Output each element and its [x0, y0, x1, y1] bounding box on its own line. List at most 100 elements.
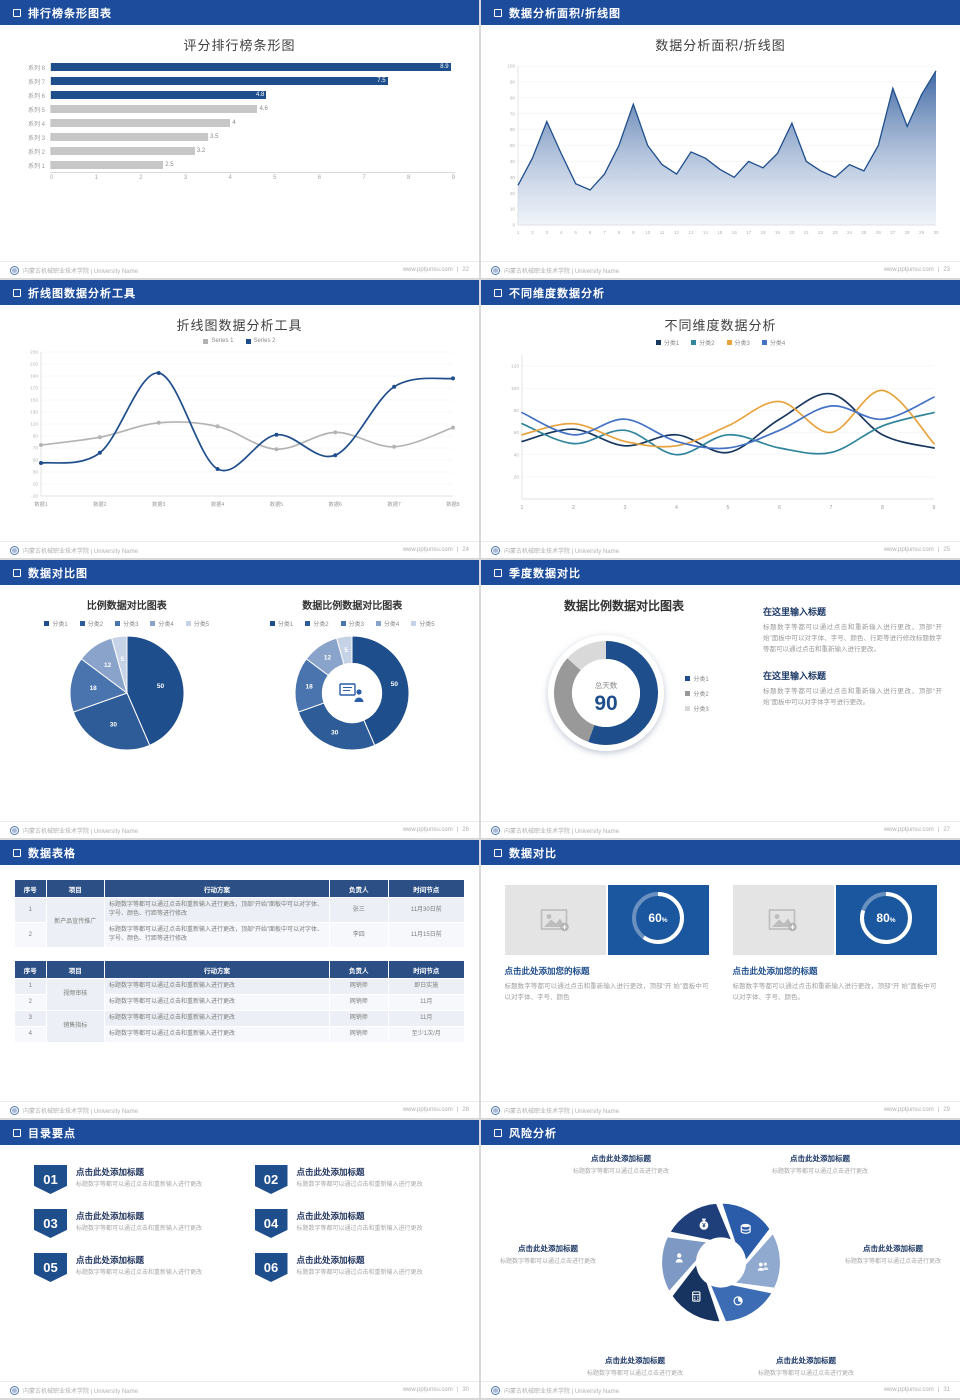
table-header-cell: 时间节点: [387, 960, 465, 979]
moneybag-icon: ¥: [699, 1218, 708, 1230]
slide-header-title: 数据对比: [509, 847, 557, 860]
comparison-card: 60% 点击此处添加您的标题 标题数字等都可以通过点击和重新输入进行更改，顶部“…: [504, 885, 709, 1003]
svg-text:7: 7: [829, 505, 832, 511]
square-bullet-icon: [494, 1128, 502, 1137]
legend-item: 分类4: [375, 619, 399, 628]
slide-31[interactable]: 风险分析 ¥ 点击此处添加标题 标题数字等都可以通过点击进行更改 点击此处添加标…: [481, 1120, 960, 1398]
svg-text:21: 21: [803, 230, 809, 235]
risk-body: 标题数字等都可以通过点击进行更改: [771, 1169, 868, 1175]
svg-text:150: 150: [29, 398, 37, 404]
legend-item: 分类5: [185, 619, 209, 628]
bar-row: 系列 1 2.5: [18, 158, 455, 172]
number-badge: 04: [254, 1209, 288, 1238]
donut-stat-chart: 总天数 90: [539, 626, 673, 760]
chart-title: 数据分析面积/折线图: [655, 38, 786, 53]
legend-item: Series 2: [245, 338, 276, 344]
chart-title: 评分排行榜条形图: [183, 38, 296, 53]
risk-label: 点击此处添加标题 标题数字等都可以通过点击进行更改: [555, 1153, 687, 1175]
square-bullet-icon: [494, 848, 502, 857]
slide-header: 风险分析: [481, 1120, 960, 1145]
table-cell: 3: [14, 1010, 47, 1027]
table-cell: 新产品宣传推广: [45, 897, 105, 948]
logo-icon: [10, 1385, 19, 1395]
table-header-cell: 项目: [45, 960, 105, 979]
logo-icon: [491, 1105, 500, 1115]
line-chart: 20 40 60 80 100 120 1 2 3 4 5 6 7 8 9: [495, 349, 946, 513]
svg-text:30: 30: [32, 470, 38, 476]
image-placeholder: [732, 885, 834, 955]
slide-header-title: 折线图数据分析工具: [28, 287, 136, 300]
page-number: 31: [943, 1387, 950, 1393]
slide-22[interactable]: 排行榜条形图表 评分排行榜条形图 系列 8 8.9 系列 7 7.5 系列 6 4.8 系列…: [0, 0, 479, 278]
table-cell: 2: [14, 922, 47, 948]
svg-text:12: 12: [673, 230, 679, 235]
svg-text:19: 19: [774, 230, 780, 235]
slide-header: 折线图数据分析工具: [0, 280, 479, 305]
footer-divider: |: [937, 827, 940, 833]
donut-chart: 50 30 18 12 5: [289, 630, 415, 756]
toc-item: 05 点击此处添加标题 标题数字等都可以通过点击和重新输入进行更改: [34, 1253, 225, 1282]
risk-body: 标题数字等都可以通过点击进行更改: [499, 1259, 596, 1265]
svg-text:数据8: 数据8: [446, 500, 459, 508]
table-header-cell: 行动方案: [104, 879, 330, 898]
svg-text:10: 10: [509, 207, 515, 212]
slide-28[interactable]: 数据表格 序号 项目 行动方案 负责人 时间节点 1 新产品宣传推广 标题数字等都可以通过点击…: [0, 840, 479, 1118]
svg-text:28: 28: [904, 230, 910, 235]
table-row: 1 新产品宣传推广 标题数字等都可以通过点击和重新输入进行更改，顶部“开始”面板中可…: [14, 897, 465, 948]
page-number: 26: [462, 827, 469, 833]
table-header-cell: 时间节点: [387, 879, 465, 898]
svg-text:120: 120: [510, 364, 518, 370]
table-header-cell: 行动方案: [104, 960, 330, 979]
svg-text:2: 2: [531, 230, 534, 235]
footer-divider: |: [937, 1387, 940, 1393]
page-number: 22: [462, 267, 469, 273]
toc-item: 02 点击此处添加标题 标题数字等都可以通过点击和重新输入进行更改: [254, 1165, 446, 1194]
svg-text:27: 27: [890, 230, 896, 235]
slide-23[interactable]: 数据分析面积/折线图 数据分析面积/折线图 0 10 20 30 40 50 60 70 80 9…: [481, 0, 960, 278]
svg-text:12: 12: [324, 654, 332, 661]
slide-27[interactable]: 季度数据对比 数据比例数据对比图表 总天数 90 分类1 分类2 分类3 在这里输入标…: [481, 560, 960, 838]
slide-29[interactable]: 数据对比: [481, 840, 960, 1118]
risk-label: 点击此处添加标题 标题数字等都可以通过点击进行更改: [754, 1153, 886, 1175]
slide-header: 不同维度数据分析: [481, 280, 960, 305]
svg-text:80%: 80%: [876, 911, 895, 925]
svg-text:4: 4: [559, 230, 562, 235]
bar-row: 系列 6 4.8: [18, 88, 455, 102]
svg-text:26: 26: [875, 230, 881, 235]
page-number: 24: [462, 547, 469, 553]
svg-text:20: 20: [789, 230, 795, 235]
svg-text:190: 190: [29, 374, 37, 380]
legend-item: 分类4: [761, 338, 785, 347]
square-bullet-icon: [13, 288, 21, 297]
slide-26[interactable]: 数据对比图 比例数据对比图表 分类1 分类2 分类3 分类4 分类5 50 30 18 12 5…: [0, 560, 479, 838]
footer-divider: |: [937, 267, 940, 273]
toc-body: 标题数字等都可以通过点击和重新输入进行更改: [296, 1270, 423, 1276]
org-name: 内蒙古机械职业技术学院 | University Name: [504, 828, 619, 835]
svg-text:40: 40: [509, 159, 515, 164]
svg-text:20: 20: [513, 474, 519, 480]
risk-title: 点击此处添加标题: [863, 1244, 923, 1253]
number-badge: 05: [34, 1253, 67, 1282]
square-bullet-icon: [494, 568, 502, 577]
slide-header: 数据表格: [0, 840, 479, 865]
slide-25[interactable]: 不同维度数据分析 不同维度数据分析 分类1 分类2 分类3 分类4 20 40 60 80 1…: [481, 280, 960, 558]
table-cell: 标题数字等都可以通过点击和重新输入进行更改，顶部“开始”面板中可以对字体、字号、…: [104, 897, 330, 923]
picture-icon: [768, 909, 797, 932]
footer-divider: |: [937, 547, 940, 553]
svg-text:11: 11: [659, 230, 664, 235]
table-cell: 即日实施: [387, 978, 465, 995]
block-body: 标题数字等都可以通过点击和重新输入进行更改，顶部“开始”面板中可以对字体、字号、…: [763, 624, 942, 654]
footer-divider: |: [456, 267, 459, 273]
svg-text:10: 10: [32, 482, 38, 488]
svg-text:22: 22: [818, 230, 824, 235]
slide-24[interactable]: 折线图数据分析工具 折线图数据分析工具 Series 1 Series 2 -10…: [0, 280, 479, 558]
site-url: www.pptjunsu.com: [883, 267, 934, 273]
svg-text:90: 90: [32, 434, 38, 440]
svg-text:18: 18: [306, 684, 314, 691]
table-cell: 标题数字等都可以通过点击和重新输入进行更改: [104, 978, 330, 995]
slide-footer: 内蒙古机械职业技术学院 | University Name www.pptjun…: [481, 1381, 960, 1398]
table-cell: 至少1次/月: [387, 1026, 465, 1043]
slide-30[interactable]: 目录要点 01 点击此处添加标题 标题数字等都可以通过点击和重新输入进行更改 02 点击…: [0, 1120, 479, 1398]
svg-text:60%: 60%: [648, 911, 667, 925]
people-icon: [757, 1262, 768, 1271]
